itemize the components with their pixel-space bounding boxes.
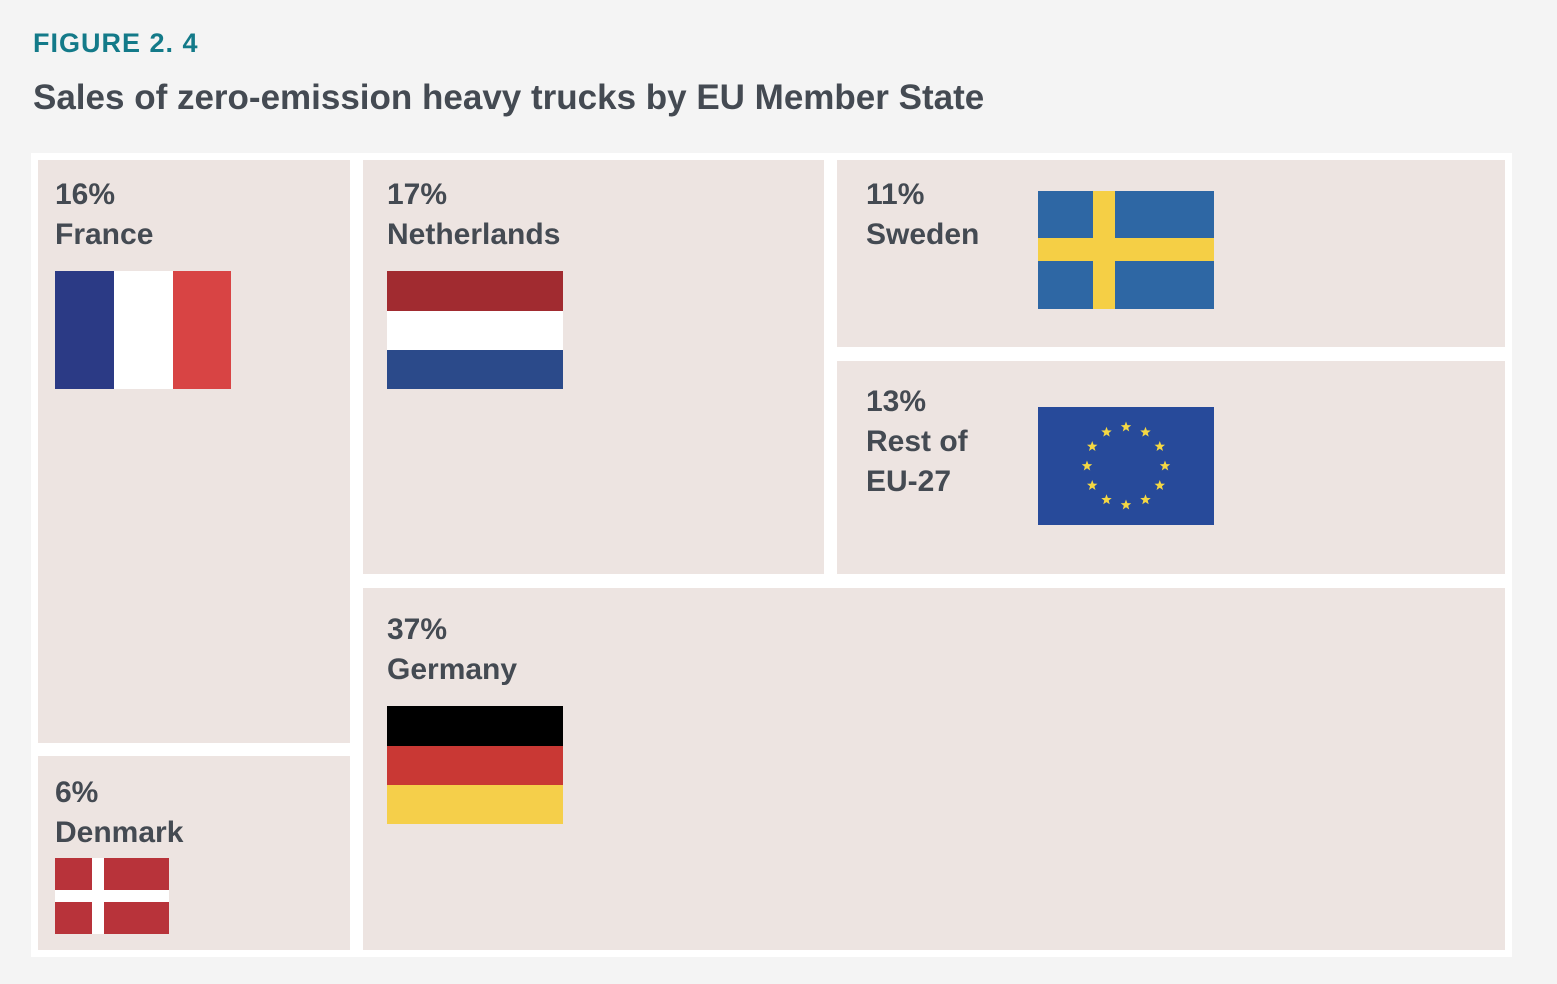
germany-flag-icon	[387, 706, 563, 824]
figure-label: FIGURE 2. 4	[33, 28, 199, 58]
eu-star-icon	[1086, 480, 1098, 490]
sweden-name-label: Sweden	[866, 218, 980, 251]
eu-star-icon	[1101, 494, 1112, 505]
denmark-flag-icon	[55, 858, 169, 934]
eu-star-icon	[1159, 460, 1171, 471]
germany-name-label: Germany	[387, 653, 518, 686]
france-flag-icon	[55, 271, 231, 389]
eu-star-icon	[1120, 499, 1132, 510]
denmark-value-label: 6%	[55, 776, 99, 809]
eu-star-icon	[1120, 421, 1132, 432]
sweden-flag-icon	[1038, 191, 1214, 309]
eu-star-icon	[1154, 441, 1166, 451]
tile-rest-of-eu: 13% Rest of EU-27	[837, 361, 1505, 574]
tile-france: 16% France	[38, 160, 350, 743]
germany-value-label: 37%	[387, 613, 448, 646]
treemap-chart: 16% France 17% Netherlands 11%	[31, 153, 1512, 957]
eu-star-icon	[1154, 480, 1166, 490]
france-name-label: France	[55, 218, 154, 251]
netherlands-value-label: 17%	[387, 178, 448, 211]
eu-star-icon	[1140, 426, 1151, 437]
eu-star-icon	[1081, 460, 1093, 471]
denmark-name-label: Denmark	[55, 816, 184, 849]
eu-star-icon	[1140, 494, 1151, 505]
france-value-label: 16%	[55, 178, 116, 211]
netherlands-name-label: Netherlands	[387, 218, 561, 251]
tile-sweden: 11% Sweden	[837, 160, 1505, 347]
tile-germany: 37% Germany	[363, 588, 1505, 950]
rest-of-eu-value-label: 13%	[866, 385, 927, 418]
netherlands-flag-icon	[387, 271, 563, 389]
rest-of-eu-name-line-1: Rest of	[866, 425, 968, 458]
tile-netherlands: 17% Netherlands	[363, 160, 824, 574]
eu-star-icon	[1086, 441, 1098, 451]
sweden-value-label: 11%	[866, 178, 925, 211]
rest-of-eu-name-line-2: EU-27	[866, 465, 952, 498]
chart-title: Sales of zero-emission heavy trucks by E…	[33, 78, 985, 117]
eu-star-icon	[1101, 426, 1112, 437]
eu-flag-icon	[1038, 407, 1214, 525]
tile-denmark: 6% Denmark	[38, 756, 350, 950]
